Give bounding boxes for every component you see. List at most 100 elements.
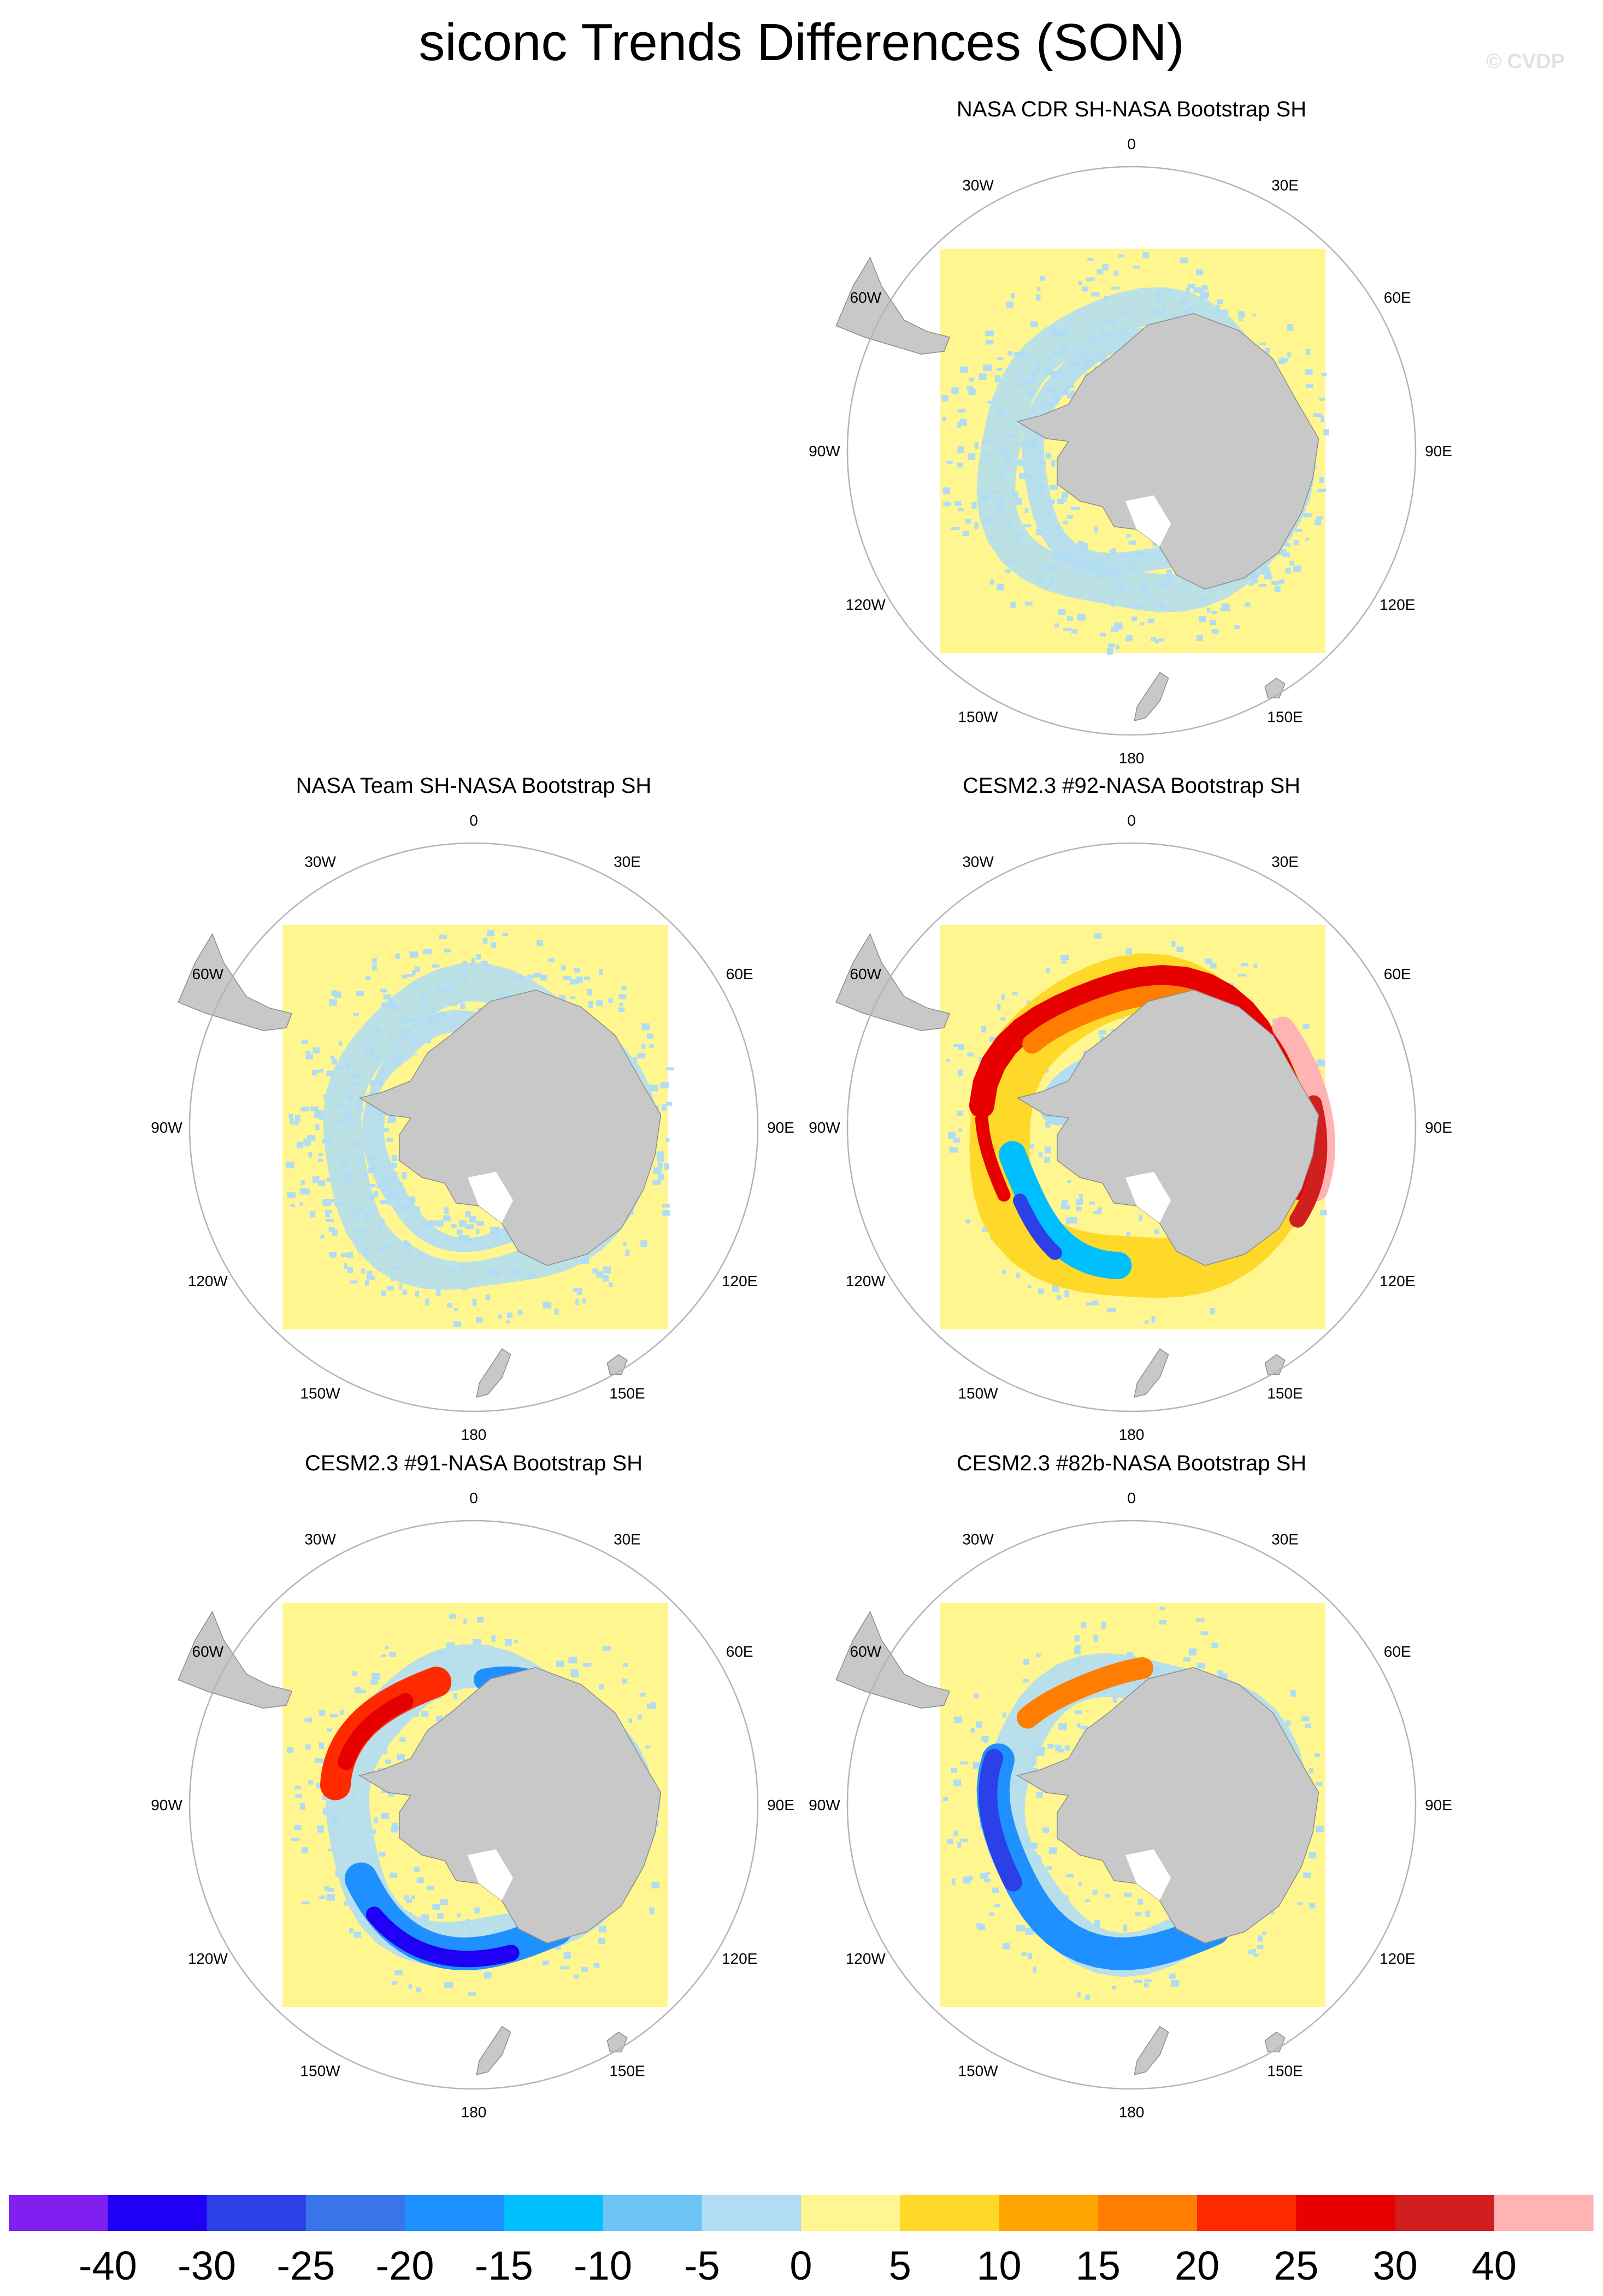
colorbar-label: 30 [1372,2243,1417,2288]
colorbar-swatch [1197,2195,1296,2231]
lon-label-150w: 150W [958,709,998,726]
lon-label-90w: 90W [151,1119,182,1136]
lon-label-180: 180 [461,2104,487,2121]
lon-label-60w: 60W [850,1643,882,1660]
lon-label-60e: 60E [726,966,753,982]
lon-label-30w: 30W [304,1530,336,1547]
lon-label-60e: 60E [1384,966,1411,982]
lon-label-120e: 120E [722,1950,757,1967]
colorbar-swatch [504,2195,604,2231]
lon-label-90w: 90W [151,1797,182,1814]
lon-label-120w: 120W [846,596,886,613]
land [835,256,1319,722]
lon-label-120e: 120E [722,1273,757,1290]
lon-label-180: 180 [1119,2104,1145,2121]
colorbar-swatch [405,2195,504,2231]
lon-label-0: 0 [1127,1490,1136,1506]
lon-label-0: 0 [469,812,478,829]
colorbar-label: -10 [574,2243,632,2288]
south-america-landmass [835,933,951,1031]
land [835,933,1319,1398]
lon-label-90w: 90W [809,443,840,460]
map-panel-c91: 0 30E 60E 90E 120E 150E 180 150W 120W 90W 60W 30W CE… [151,1451,794,2121]
lon-label-90w: 90W [809,1119,840,1136]
map-frame [188,842,759,1412]
lon-label-30e: 30E [1271,853,1299,870]
lon-label-150w: 150W [958,1385,998,1402]
page-title: siconc Trends Differences (SON) [419,13,1184,72]
colorbar-label: -5 [684,2243,720,2288]
colorbar-label: -15 [475,2243,533,2288]
land [178,933,662,1398]
colorbar-label: 10 [976,2243,1021,2288]
lon-label-60e: 60E [1384,1643,1411,1660]
ice-shelf [467,1171,513,1223]
south-america-landmass [178,1610,293,1709]
map-panel-cdr: 0 30E 60E 90E 120E 150E 180 150W 120W 90W 60W 30W NA… [809,97,1452,767]
colorbar-swatch [9,2195,108,2231]
watermark: © CVDP [1486,50,1565,73]
colorbar-label: 20 [1175,2243,1219,2288]
lon-label-30e: 30E [614,1530,641,1547]
map-frame [188,1520,759,2090]
map-frame [846,166,1417,736]
lon-label-120w: 120W [846,1950,886,1967]
colorbar-swatch [305,2195,405,2231]
lon-label-30w: 30W [962,176,994,193]
lon-label-90e: 90E [767,1797,794,1814]
map-panel-team: 0 30E 60E 90E 120E 150E 180 150W 120W 90W 60W 30W NA… [151,774,794,1443]
new-zealand-landmass [476,1348,511,1398]
lon-label-0: 0 [1127,136,1136,152]
tasmania-landmass [606,2032,628,2053]
lon-label-30e: 30E [1271,176,1299,193]
south-america-landmass [835,256,951,355]
land [178,1610,662,2076]
colorbar-swatch [1296,2195,1396,2231]
land [835,1610,1319,2076]
lon-label-60e: 60E [1384,289,1411,306]
panel-title: NASA CDR SH-NASA Bootstrap SH [957,97,1306,121]
lon-label-30w: 30W [304,853,336,870]
colorbar-label: -25 [276,2243,335,2288]
ice-shelf [467,1849,513,1901]
panel-title: CESM2.3 #92-NASA Bootstrap SH [963,774,1300,798]
lon-label-120w: 120W [188,1950,228,1967]
colorbar-label: -30 [178,2243,236,2288]
colorbar: -40 -30 -25 -20 -15 -10 -5 0 5 10 15 20 25 30 40 [9,2195,1594,2288]
panel-title: CESM2.3 #91-NASA Bootstrap SH [305,1451,643,1475]
new-zealand-landmass [1134,672,1169,722]
lon-label-30w: 30W [962,1530,994,1547]
map-frame [846,1520,1417,2090]
lon-label-150e: 150E [609,2063,645,2080]
lon-label-150w: 150W [958,2063,998,2080]
south-america-landmass [178,933,293,1031]
lon-label-120e: 120E [1380,596,1415,613]
new-zealand-landmass [1134,2026,1169,2076]
new-zealand-landmass [1134,1348,1169,1398]
colorbar-swatch [900,2195,1000,2231]
colorbar-label: 25 [1274,2243,1318,2288]
lon-label-90e: 90E [1425,1119,1452,1136]
colorbar-label: -20 [376,2243,434,2288]
panel-title: NASA Team SH-NASA Bootstrap SH [296,774,652,798]
lon-label-150w: 150W [300,2063,340,2080]
lon-label-120e: 120E [1380,1950,1415,1967]
lon-label-30e: 30E [614,853,641,870]
lon-label-180: 180 [1119,750,1145,767]
colorbar-label: 5 [889,2243,911,2288]
colorbar-label: 40 [1472,2243,1517,2288]
lon-label-150e: 150E [1267,709,1303,726]
lon-label-30w: 30W [962,853,994,870]
lon-label-150e: 150E [609,1385,645,1402]
map-panel-c92: 0 30E 60E 90E 120E 150E 180 150W 120W 90W 60W 30W CE… [809,774,1452,1443]
colorbar-swatch [1494,2195,1594,2231]
lon-label-150e: 150E [1267,2063,1303,2080]
lon-label-120e: 120E [1380,1273,1415,1290]
ice-shelf [1125,495,1171,547]
lon-label-60w: 60W [192,1643,224,1660]
lon-label-180: 180 [1119,1426,1145,1443]
lon-label-0: 0 [1127,812,1136,829]
lon-label-90e: 90E [1425,1797,1452,1814]
tasmania-landmass [606,1354,628,1375]
